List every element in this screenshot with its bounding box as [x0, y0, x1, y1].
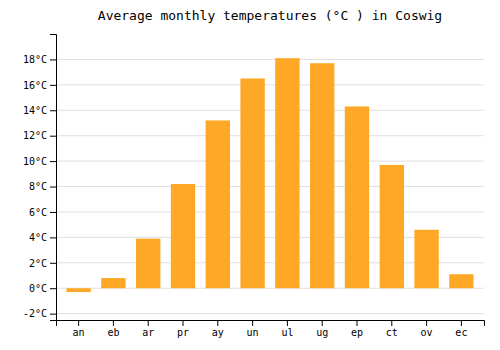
y-tick-mark — [50, 59, 56, 60]
y-tick-mark — [50, 85, 56, 86]
x-tick-label: ay — [212, 327, 224, 338]
y-tick: 2°C — [29, 258, 56, 269]
x-tick-label: ov — [421, 327, 433, 338]
y-tick: 16°C — [23, 80, 56, 91]
x-tick: ec — [455, 320, 467, 338]
bars — [66, 58, 473, 292]
x-tick-label: ul — [281, 327, 293, 338]
x-tick: pr — [177, 320, 189, 338]
bar — [275, 58, 299, 288]
x-tick-mark — [356, 320, 357, 326]
x-axis-line — [57, 321, 485, 327]
bar — [310, 63, 334, 288]
title: Average monthly temperatures (°C ) in Co… — [98, 8, 442, 23]
x-tick-label: eb — [107, 327, 119, 338]
y-tick-label: 4°C — [29, 232, 47, 243]
y-tick-label: -2°C — [23, 308, 47, 319]
y-tick: 10°C — [23, 156, 56, 167]
y-tick-label: 8°C — [29, 181, 47, 192]
grid-line — [56, 84, 484, 85]
x-tick-mark — [461, 320, 462, 326]
y-tick-label: 6°C — [29, 207, 47, 218]
y-tick-mark — [50, 136, 56, 137]
x-tick-label: an — [73, 327, 85, 338]
x-tick: ul — [281, 320, 293, 338]
chart: -2°C 0°C 2°C 4°C 6°C 8°C 10°C 12°C 14°C 16°C 18°C a… — [0, 0, 500, 350]
x-tick: ug — [316, 320, 328, 338]
bar — [240, 78, 264, 288]
y-tick: 4°C — [29, 232, 56, 243]
y-tick-label: 12°C — [23, 130, 47, 141]
y-tick-mark — [50, 314, 56, 315]
bar — [136, 239, 160, 289]
y-tick-label: 18°C — [23, 54, 47, 65]
x-tick-mark — [183, 320, 184, 326]
y-tick: -2°C — [23, 308, 56, 319]
grid-line — [56, 135, 484, 136]
bar — [414, 230, 438, 288]
x-tick-mark — [391, 320, 392, 326]
bar — [449, 274, 473, 288]
y-tick-label: 16°C — [23, 80, 47, 91]
y-tick-label: 0°C — [29, 283, 47, 294]
y-axis-line — [50, 35, 57, 321]
grid-line — [56, 161, 484, 162]
x-tick-label: ec — [455, 327, 467, 338]
bar — [206, 120, 230, 288]
y-tick-label: 2°C — [29, 258, 47, 269]
x-tick-mark — [322, 320, 323, 326]
y-tick-mark — [50, 212, 56, 213]
x-tick-label: ar — [142, 327, 154, 338]
y-tick: 12°C — [23, 130, 56, 141]
bar — [380, 165, 404, 288]
y-tick-mark — [50, 110, 56, 111]
y-tick-label: 14°C — [23, 105, 47, 116]
x-tick: ov — [421, 320, 433, 338]
bar — [101, 278, 125, 288]
y-tick-mark — [50, 161, 56, 162]
grid-line — [56, 211, 484, 212]
x-tick: ar — [142, 320, 154, 338]
y-tick-mark — [50, 288, 56, 289]
y-tick: 6°C — [29, 207, 56, 218]
bar — [171, 184, 195, 288]
y-tick-label: 10°C — [23, 156, 47, 167]
y-tick: 8°C — [29, 181, 56, 192]
y-tick: 14°C — [23, 105, 56, 116]
x-tick-label: ep — [351, 327, 363, 338]
x-tick-label: ct — [386, 327, 398, 338]
x-tick: an — [73, 320, 85, 338]
x-tick-mark — [217, 320, 218, 326]
x-tick-label: ug — [316, 327, 328, 338]
x-tick-mark — [252, 320, 253, 326]
y-axis: -2°C 0°C 2°C 4°C 6°C 8°C 10°C 12°C 14°C 16°C 18°C — [23, 35, 57, 321]
x-axis: an eb ar pr ay un ul ug ep ct ov ec — [57, 320, 485, 338]
grid-line — [56, 59, 484, 60]
y-tick-mark — [50, 263, 56, 264]
y-tick: 0°C — [29, 283, 56, 294]
x-tick-mark — [287, 320, 288, 326]
x-tick-mark — [148, 320, 149, 326]
x-tick-mark — [426, 320, 427, 326]
x-tick-label: un — [247, 327, 259, 338]
grid-line — [56, 186, 484, 187]
plot: -2°C 0°C 2°C 4°C 6°C 8°C 10°C 12°C 14°C 16°C 18°C a… — [23, 35, 485, 339]
grid-line — [56, 313, 484, 314]
x-tick-mark — [113, 320, 114, 326]
x-tick: ay — [212, 320, 224, 338]
grid — [56, 59, 484, 313]
y-tick-mark — [50, 187, 56, 188]
bar — [345, 106, 369, 288]
x-tick: eb — [107, 320, 119, 338]
x-tick: ep — [351, 320, 363, 338]
x-tick: ct — [386, 320, 398, 338]
x-tick-mark — [78, 320, 79, 326]
x-tick: un — [247, 320, 259, 338]
grid-line — [56, 110, 484, 111]
x-tick-label: pr — [177, 327, 189, 338]
y-tick-mark — [50, 237, 56, 238]
y-tick: 18°C — [23, 54, 56, 65]
bar — [66, 288, 90, 292]
